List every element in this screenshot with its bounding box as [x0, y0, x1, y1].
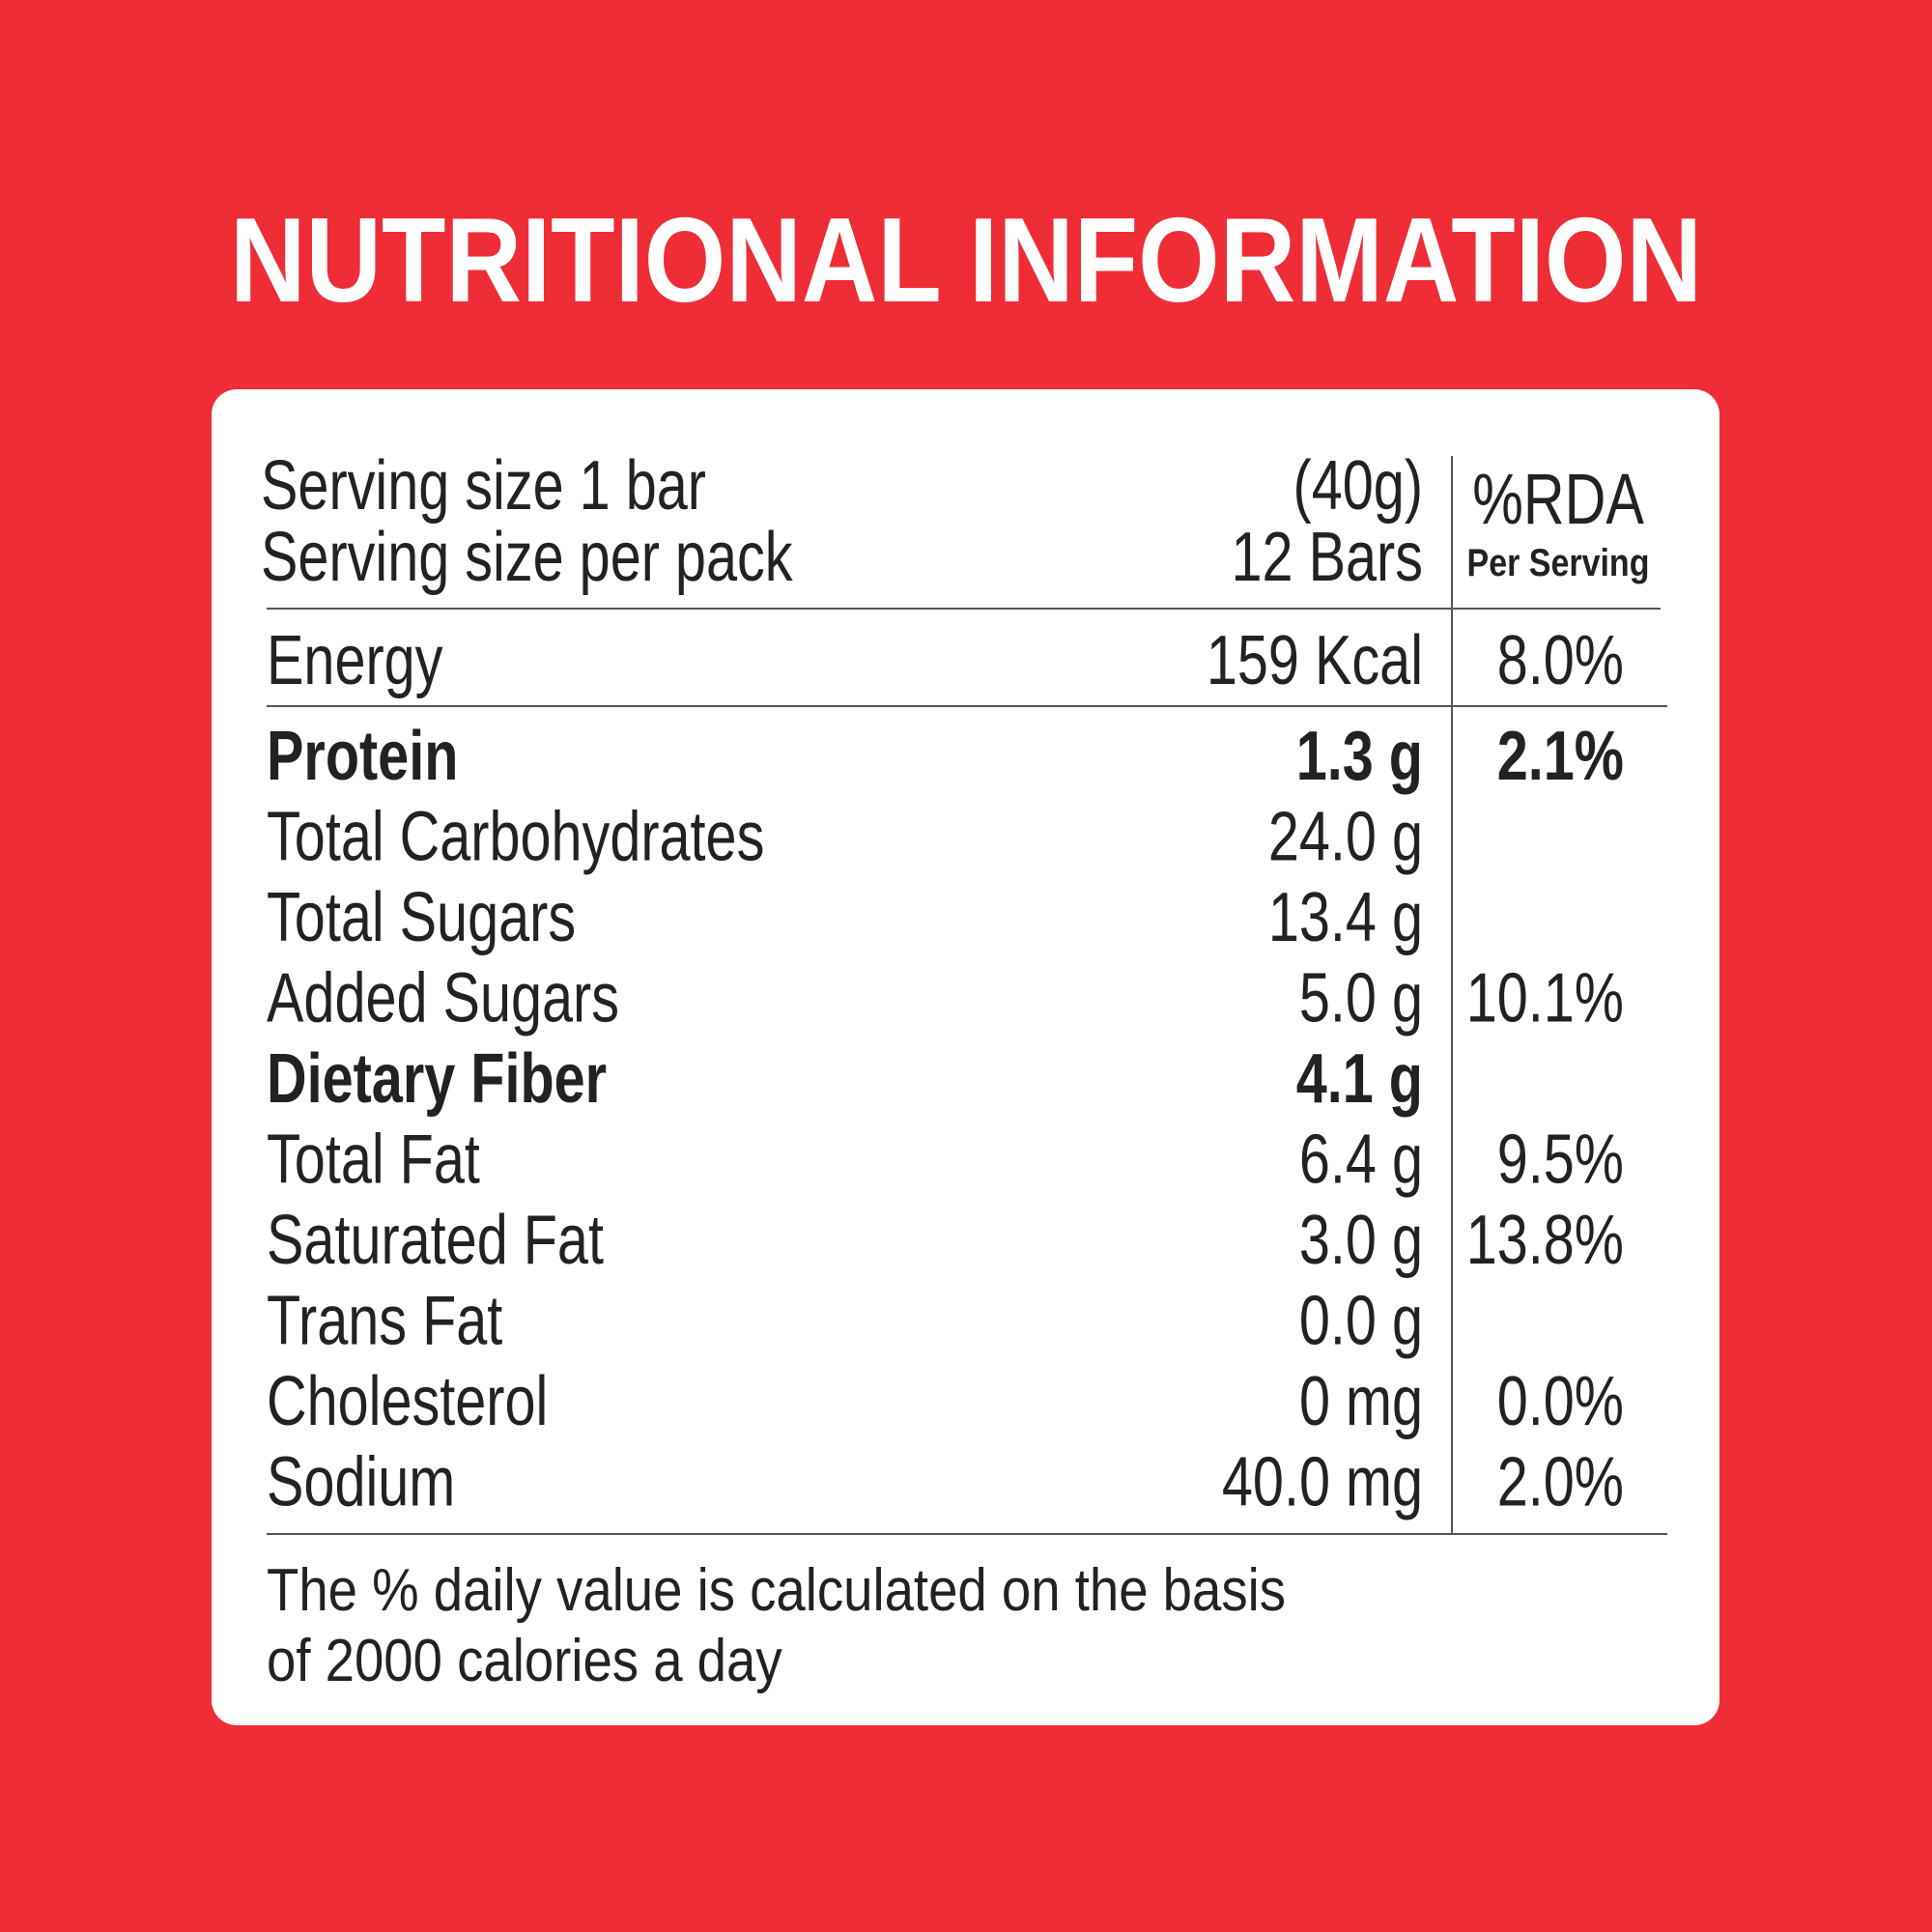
nutrient-name: Protein — [267, 717, 458, 795]
nutrient-name: Trans Fat — [267, 1281, 502, 1359]
nutrient-amount: 159 Kcal — [1207, 621, 1423, 699]
nutrient-amount: 3.0 g — [1299, 1201, 1423, 1279]
rda-header: %RDA — [1472, 460, 1644, 540]
nutrient-name: Total Sugars — [267, 878, 576, 956]
serving-value: 12 Bars — [1232, 518, 1423, 596]
nutrient-rda: 2.0% — [1497, 1442, 1624, 1520]
nutrient-amount: 13.4 g — [1268, 878, 1423, 956]
nutrient-amount: 1.3 g — [1296, 717, 1423, 795]
nutrient-amount: 0 mg — [1299, 1362, 1423, 1440]
nutrient-name: Total Carbohydrates — [267, 797, 764, 875]
nutrient-rda: 0.0% — [1497, 1362, 1624, 1440]
card — [212, 389, 1719, 1725]
nutrient-amount: 4.1 g — [1296, 1039, 1423, 1118]
footnote: The % daily value is calculated on the b… — [267, 1557, 1286, 1624]
nutrient-rda: 8.0% — [1497, 621, 1624, 699]
nutrient-name: Cholesterol — [267, 1362, 548, 1440]
nutrient-amount: 24.0 g — [1268, 797, 1423, 875]
serving-label: Serving size per pack — [261, 518, 793, 596]
nutrient-rda: 10.1% — [1466, 958, 1624, 1037]
nutrient-rda: 9.5% — [1497, 1120, 1624, 1198]
nutrient-name: Saturated Fat — [267, 1201, 604, 1279]
nutrient-rda: 2.1% — [1497, 717, 1624, 795]
title: NUTRITIONAL INFORMATION — [230, 194, 1702, 327]
nutrient-amount: 5.0 g — [1299, 958, 1423, 1037]
nutrient-amount: 6.4 g — [1299, 1120, 1423, 1198]
nutrient-amount: 0.0 g — [1299, 1281, 1423, 1359]
nutrient-name: Dietary Fiber — [267, 1039, 607, 1118]
nutrient-name: Added Sugars — [267, 958, 619, 1037]
serving-value: (40g) — [1293, 446, 1423, 525]
footnote: of 2000 calories a day — [267, 1628, 782, 1694]
nutrient-name: Energy — [267, 621, 443, 699]
nutrient-rda: 13.8% — [1466, 1201, 1624, 1279]
rda-subheader: Per Serving — [1467, 540, 1650, 583]
nutrient-name: Total Fat — [267, 1120, 480, 1198]
serving-label: Serving size 1 bar — [261, 446, 706, 525]
nutrient-amount: 40.0 mg — [1222, 1442, 1423, 1520]
nutrient-name: Sodium — [267, 1442, 455, 1520]
